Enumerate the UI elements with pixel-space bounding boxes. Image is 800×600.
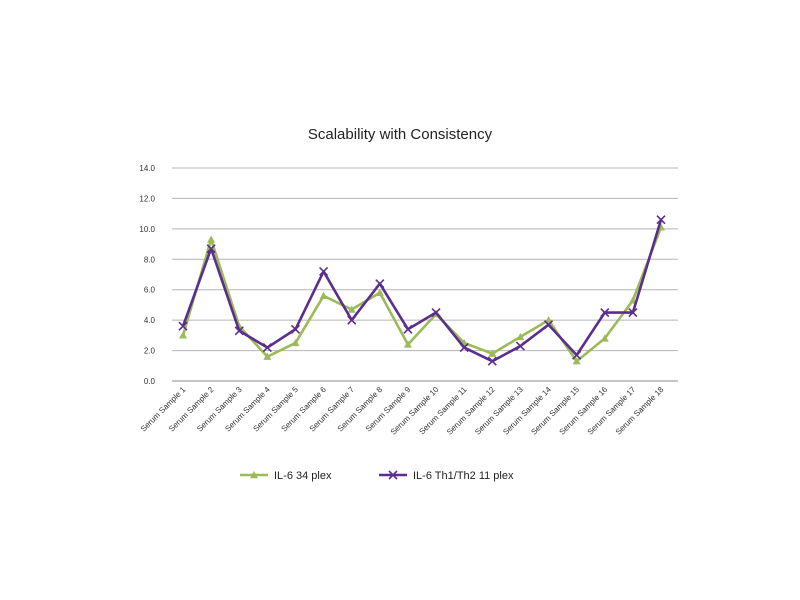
x-tick-label: Serum Sample 14 bbox=[501, 385, 553, 437]
x-marker bbox=[388, 470, 398, 480]
y-tick-label: 4.0 bbox=[144, 316, 156, 325]
x-tick-label: Serum Sample 16 bbox=[558, 385, 610, 437]
x-marker bbox=[487, 356, 497, 366]
triangle-marker bbox=[291, 338, 300, 347]
x-marker bbox=[656, 215, 666, 225]
x-tick-label: Serum Sample 13 bbox=[473, 385, 525, 437]
gridlines bbox=[172, 167, 678, 382]
x-marker bbox=[319, 266, 329, 277]
series-line-34plex bbox=[181, 226, 663, 363]
x-marker bbox=[347, 315, 357, 325]
series-lines bbox=[178, 215, 666, 366]
y-tick-label: 12.0 bbox=[139, 194, 155, 203]
triangle-marker bbox=[488, 349, 497, 357]
x-marker bbox=[459, 342, 469, 353]
y-tick-label: 6.0 bbox=[144, 286, 156, 295]
x-marker bbox=[206, 244, 216, 254]
x-marker bbox=[262, 342, 272, 353]
triangle-marker bbox=[263, 352, 272, 360]
x-tick-label: Serum Sample 18 bbox=[614, 385, 666, 437]
triangle-marker bbox=[516, 332, 525, 341]
x-marker bbox=[178, 321, 188, 331]
triangle-marker bbox=[544, 316, 553, 324]
y-tick-label: 2.0 bbox=[144, 347, 156, 356]
legend: IL-6 34 plex IL-6 Th1/Th2 11 plex bbox=[240, 470, 514, 482]
x-tick-label: Serum Sample 17 bbox=[586, 385, 638, 437]
triangle-marker bbox=[375, 288, 384, 296]
x-tick-label: Serum Sample 12 bbox=[445, 385, 497, 437]
x-marker bbox=[600, 307, 610, 318]
y-axis-ticks: 0.0 2.0 4.0 6.0 8.0 10.0 12.0 14.0 bbox=[139, 164, 155, 386]
series-line-th1th2 bbox=[181, 219, 663, 363]
x-tick-label: Serum Sample 11 bbox=[417, 385, 469, 437]
y-tick-label: 0.0 bbox=[144, 377, 156, 386]
x-marker bbox=[543, 320, 554, 330]
triangle-marker bbox=[347, 305, 356, 313]
triangle-marker bbox=[207, 235, 216, 243]
x-marker bbox=[290, 324, 301, 334]
triangle-marker bbox=[572, 357, 581, 365]
y-tick-label: 8.0 bbox=[144, 255, 156, 264]
x-marker bbox=[628, 307, 638, 318]
triangle-marker bbox=[403, 340, 412, 348]
triangle-marker bbox=[179, 331, 187, 339]
x-marker bbox=[403, 324, 413, 334]
triangle-marker bbox=[319, 291, 328, 299]
legend-label: IL-6 Th1/Th2 11 plex bbox=[413, 470, 514, 482]
y-tick-label: 14.0 bbox=[139, 164, 155, 173]
chart-title: Scalability with Consistency bbox=[307, 126, 493, 143]
triangle-marker bbox=[250, 471, 258, 479]
x-marker bbox=[515, 341, 525, 351]
x-marker bbox=[375, 279, 385, 289]
y-tick-label: 10.0 bbox=[139, 225, 155, 234]
x-tick-label: Serum Sample 15 bbox=[529, 385, 581, 437]
triangle-marker bbox=[600, 334, 609, 342]
x-tick-label: Serum Sample 10 bbox=[389, 385, 441, 437]
x-marker bbox=[431, 307, 441, 318]
legend-label: IL-6 34 plex bbox=[274, 470, 332, 482]
x-marker bbox=[234, 326, 244, 336]
x-marker bbox=[572, 350, 582, 360]
